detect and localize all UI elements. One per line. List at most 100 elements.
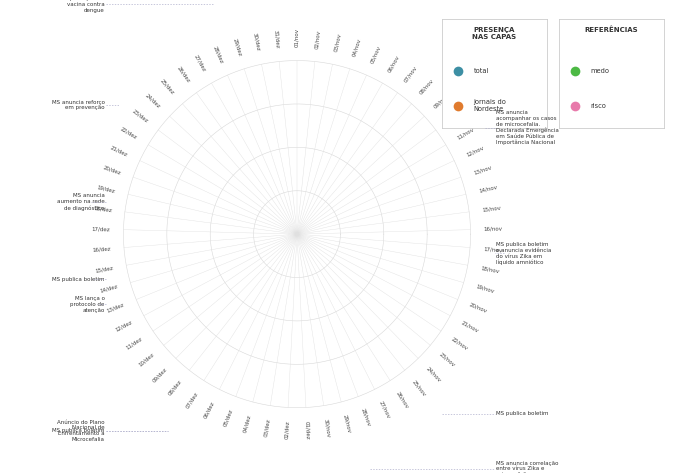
Text: Aprovação da
vacina contra
dengue: Aprovação da vacina contra dengue [67,0,105,12]
Text: 05/nov: 05/nov [369,45,381,64]
Text: 17/nov: 17/nov [483,246,502,253]
Polygon shape [290,213,297,234]
Polygon shape [297,214,306,234]
Text: MS publica boletim: MS publica boletim [52,429,105,433]
Text: 01/nov: 01/nov [294,28,300,47]
Polygon shape [275,196,297,234]
Polygon shape [249,190,297,234]
Text: 11/dez: 11/dez [125,336,143,351]
Text: 20/nov: 20/nov [469,302,489,314]
Polygon shape [292,191,297,234]
Polygon shape [292,234,297,255]
Polygon shape [297,234,308,253]
Polygon shape [277,227,297,234]
Polygon shape [272,199,297,234]
Polygon shape [297,234,316,245]
Polygon shape [234,219,297,234]
Text: 28/nov: 28/nov [360,408,372,428]
Polygon shape [189,234,297,243]
Text: MS anuncia reforço
em prevenção: MS anuncia reforço em prevenção [51,100,105,110]
Text: 10/dez: 10/dez [138,352,155,368]
Polygon shape [297,234,315,246]
Polygon shape [271,175,297,234]
Polygon shape [276,234,297,240]
Polygon shape [297,234,302,255]
Text: 26/nov: 26/nov [395,390,410,409]
Polygon shape [297,229,318,234]
Polygon shape [297,192,306,234]
Text: MS anuncia
acompanhar os casos
de microcefalia.
Declarada Emergência
em Saúde Pú: MS anuncia acompanhar os casos de microc… [496,110,559,145]
Text: 14/nov: 14/nov [478,184,497,194]
Polygon shape [210,232,297,234]
Text: 24/dez: 24/dez [144,93,161,109]
Polygon shape [260,212,297,234]
Polygon shape [274,234,297,295]
Polygon shape [294,234,297,255]
Polygon shape [277,234,297,242]
Polygon shape [297,228,340,234]
Polygon shape [297,231,319,234]
Text: 23/nov: 23/nov [439,352,456,368]
Text: 06/dez: 06/dez [203,400,216,419]
Polygon shape [297,234,304,277]
Polygon shape [286,215,297,234]
Polygon shape [297,218,311,234]
Text: MS anuncia correlação
entre vírus Zika e
microcefalia: MS anuncia correlação entre vírus Zika e… [496,461,559,473]
Text: 15/nov: 15/nov [482,205,502,213]
Text: 16/dez: 16/dez [92,246,111,253]
Polygon shape [297,234,340,237]
Polygon shape [297,234,321,271]
Polygon shape [297,234,304,254]
Text: 15/dez: 15/dez [95,265,113,273]
Polygon shape [288,234,297,254]
Polygon shape [297,234,314,248]
Polygon shape [270,234,297,268]
Text: 07/dez: 07/dez [185,390,199,409]
Polygon shape [297,234,314,297]
Polygon shape [297,201,325,234]
Polygon shape [288,214,297,234]
Polygon shape [297,234,300,255]
Polygon shape [280,234,297,248]
Text: 10/nov: 10/nov [445,109,463,124]
Text: 22/dez: 22/dez [119,126,138,140]
Polygon shape [268,234,297,292]
Text: MS lança o
protocolo de
atenção: MS lança o protocolo de atenção [70,296,105,313]
Polygon shape [297,160,454,234]
Polygon shape [297,234,299,278]
Text: 03/dez: 03/dez [263,418,271,438]
Polygon shape [297,212,299,234]
Polygon shape [286,234,297,253]
Text: 23/dez: 23/dez [131,109,149,124]
Polygon shape [284,170,297,234]
Text: 02/dez: 02/dez [284,420,290,439]
Polygon shape [297,234,318,240]
Text: 13/nov: 13/nov [472,164,492,175]
Text: Anúncio do Plano
Nacional de
Enfrentamento à
Microcefalia: Anúncio do Plano Nacional de Enfrentamen… [57,420,105,442]
Polygon shape [263,208,297,234]
Text: PRESENÇA
NAS CAPAS: PRESENÇA NAS CAPAS [472,26,516,40]
Text: 04/nov: 04/nov [352,37,362,57]
Polygon shape [276,229,297,234]
Text: 28/dez: 28/dez [213,45,225,64]
Text: 17/dez: 17/dez [92,227,110,232]
Polygon shape [281,219,297,234]
Text: 09/nov: 09/nov [432,93,450,109]
Polygon shape [238,207,297,234]
Text: total: total [473,68,489,74]
Polygon shape [269,201,297,234]
Text: 14/dez: 14/dez [99,284,118,294]
Polygon shape [297,217,310,234]
Polygon shape [190,220,297,234]
Polygon shape [278,234,297,245]
Polygon shape [286,234,297,276]
Polygon shape [256,234,297,251]
Text: 19/nov: 19/nov [475,284,495,294]
Polygon shape [204,178,297,234]
Polygon shape [254,233,297,234]
Polygon shape [281,234,297,275]
Text: 25/nov: 25/nov [411,379,427,397]
Text: 29/dez: 29/dez [232,38,242,57]
Text: 30/nov: 30/nov [323,418,331,438]
Text: jornais do
Nordeste: jornais do Nordeste [473,99,506,113]
